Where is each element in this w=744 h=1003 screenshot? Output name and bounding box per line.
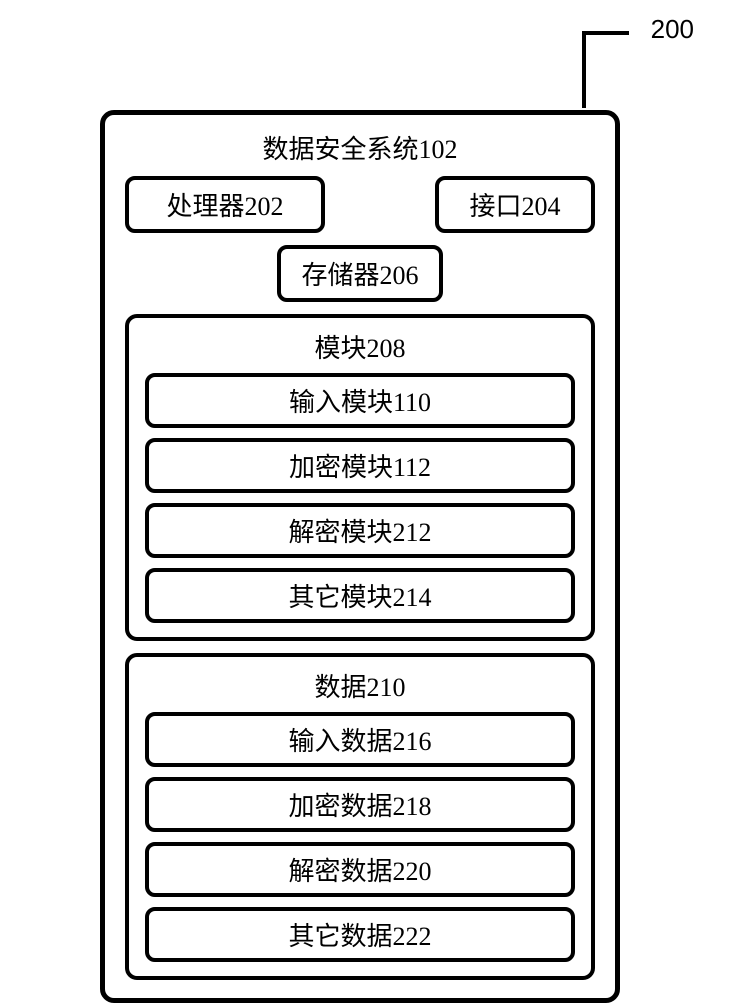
data-item: 输入数据216	[145, 712, 575, 767]
data-item: 加密数据218	[145, 777, 575, 832]
data-item: 解密数据220	[145, 842, 575, 897]
modules-group: 模块208 输入模块110 加密模块112 解密模块212 其它模块214	[125, 314, 595, 641]
figure-reference: 200	[651, 14, 694, 45]
memory-row: 存储器206	[125, 245, 595, 302]
module-item: 加密模块112	[145, 438, 575, 493]
top-row: 处理器202 接口204	[125, 176, 595, 233]
system-container: 数据安全系统102 处理器202 接口204 存储器206 模块208 输入模块…	[100, 110, 620, 1003]
module-item: 输入模块110	[145, 373, 575, 428]
module-item: 其它模块214	[145, 568, 575, 623]
pointer-line	[574, 28, 634, 118]
modules-title: 模块208	[145, 328, 575, 365]
data-item: 其它数据222	[145, 907, 575, 962]
processor-box: 处理器202	[125, 176, 325, 233]
memory-box: 存储器206	[277, 245, 442, 302]
data-group: 数据210 输入数据216 加密数据218 解密数据220 其它数据222	[125, 653, 595, 980]
data-title: 数据210	[145, 667, 575, 704]
interface-box: 接口204	[435, 176, 595, 233]
system-title: 数据安全系统102	[125, 129, 595, 166]
module-item: 解密模块212	[145, 503, 575, 558]
